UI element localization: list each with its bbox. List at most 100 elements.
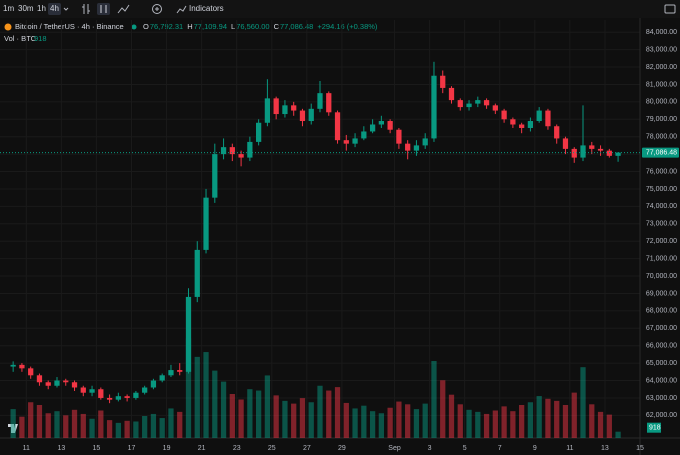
indicators-button[interactable]: Indicators bbox=[189, 4, 224, 13]
volume-bar bbox=[177, 411, 183, 438]
volume-bar bbox=[554, 400, 560, 438]
volume-bar bbox=[448, 394, 455, 438]
y-tick-label: 80,000.00 bbox=[646, 99, 677, 106]
candle-body bbox=[536, 110, 542, 122]
volume-bar bbox=[124, 420, 130, 438]
volume-bar bbox=[247, 389, 253, 438]
volume-bar bbox=[185, 338, 192, 438]
interval-30m[interactable]: 30m bbox=[18, 4, 34, 13]
symbol-title[interactable]: Bitcoin / TetherUS · 4h · Binance bbox=[15, 22, 124, 31]
y-tick-label: 79,000.00 bbox=[646, 116, 677, 123]
volume-bar bbox=[36, 405, 43, 438]
candle-body bbox=[519, 124, 525, 128]
candle-body bbox=[229, 147, 235, 155]
candle-body bbox=[492, 105, 498, 111]
candle-body bbox=[185, 296, 192, 372]
candle-icon bbox=[100, 5, 107, 13]
volume-bar bbox=[396, 401, 402, 438]
volume-bar bbox=[369, 411, 376, 438]
volume-bar bbox=[326, 390, 332, 438]
candle-body bbox=[396, 129, 402, 144]
x-tick-label: 25 bbox=[268, 445, 276, 452]
last-price-tag bbox=[642, 147, 679, 158]
volume-bar bbox=[106, 420, 113, 438]
interval-dropdown[interactable] bbox=[63, 7, 69, 11]
ohlc-value: 77,086.48 bbox=[280, 22, 313, 31]
candle-body bbox=[19, 364, 25, 369]
volume-bar bbox=[483, 413, 490, 438]
candle-body bbox=[597, 148, 604, 151]
volume-bar bbox=[405, 404, 411, 438]
volume-bar bbox=[256, 390, 262, 438]
volume-bar bbox=[80, 413, 86, 438]
volume-bar bbox=[615, 431, 621, 438]
candle-body bbox=[378, 121, 384, 125]
y-tick-label: 76,000.00 bbox=[646, 168, 677, 175]
volume-bar bbox=[387, 407, 393, 438]
candle-body bbox=[431, 75, 437, 139]
x-tick-label: 13 bbox=[57, 445, 65, 452]
candle-body bbox=[28, 368, 34, 376]
volume-bar bbox=[378, 413, 384, 438]
toolbar bbox=[0, 0, 680, 18]
volume-bar bbox=[422, 403, 428, 438]
y-tick-label: 64,000.00 bbox=[646, 377, 677, 384]
x-tick-label: 23 bbox=[233, 445, 241, 452]
volume-bar bbox=[527, 402, 534, 438]
volume-bar bbox=[264, 375, 271, 438]
chart-type-icon[interactable] bbox=[117, 4, 130, 14]
interval-4h[interactable]: 4h bbox=[50, 4, 59, 13]
indicators-icon[interactable] bbox=[176, 5, 187, 14]
candle-body bbox=[54, 380, 60, 386]
compare-icon[interactable] bbox=[152, 4, 162, 14]
candle-body bbox=[387, 121, 393, 130]
volume-bar bbox=[133, 421, 139, 438]
ohlc-label: H bbox=[187, 22, 192, 31]
volume-bar bbox=[466, 409, 472, 438]
candle-body bbox=[150, 380, 157, 388]
volume-bar bbox=[492, 410, 498, 438]
volume-bar bbox=[545, 398, 551, 438]
last-price-label: 77,086.48 bbox=[646, 149, 677, 156]
volume-bar bbox=[440, 380, 446, 438]
candle-body bbox=[448, 87, 455, 101]
candle-body bbox=[80, 387, 86, 393]
candle-body bbox=[352, 138, 358, 144]
candle-body bbox=[466, 103, 472, 108]
interval-1m[interactable]: 1m bbox=[3, 4, 14, 13]
interval-1h[interactable]: 1h bbox=[37, 4, 46, 13]
volume-bar bbox=[28, 402, 34, 438]
candle-body bbox=[369, 124, 376, 132]
volume-bar bbox=[334, 387, 341, 438]
candle-style-active[interactable] bbox=[97, 3, 110, 15]
bar-style-icon[interactable] bbox=[82, 4, 90, 14]
candle-body bbox=[457, 100, 463, 108]
volume-bar bbox=[115, 422, 121, 438]
candle-body bbox=[308, 108, 314, 122]
candle-body bbox=[194, 249, 200, 297]
y-tick-label: 72,000.00 bbox=[646, 238, 677, 245]
candle-body bbox=[326, 93, 332, 113]
volume-bar bbox=[45, 413, 51, 438]
volume-bar bbox=[589, 404, 595, 438]
y-tick-label: 70,000.00 bbox=[646, 273, 677, 280]
y-tick-label: 74,000.00 bbox=[646, 203, 677, 210]
x-tick-label: 15 bbox=[93, 445, 101, 452]
volume-bar bbox=[194, 356, 200, 438]
volume-bar bbox=[63, 415, 69, 438]
volume-bar bbox=[308, 402, 314, 438]
x-tick-label: 11 bbox=[566, 445, 573, 452]
volume-bar bbox=[317, 385, 323, 438]
x-tick-label: 7 bbox=[498, 445, 502, 452]
candle-body bbox=[501, 110, 507, 120]
snapshot-icon[interactable] bbox=[664, 4, 676, 14]
candle-body bbox=[106, 397, 113, 400]
y-tick-label: 83,000.00 bbox=[646, 46, 677, 53]
candle-body bbox=[36, 375, 43, 383]
symbol-logo bbox=[4, 23, 12, 31]
ohlc-value: 77,109.94 bbox=[194, 22, 227, 31]
volume-bar bbox=[19, 416, 25, 438]
volume-tag bbox=[647, 422, 661, 433]
candle-body bbox=[405, 143, 411, 151]
